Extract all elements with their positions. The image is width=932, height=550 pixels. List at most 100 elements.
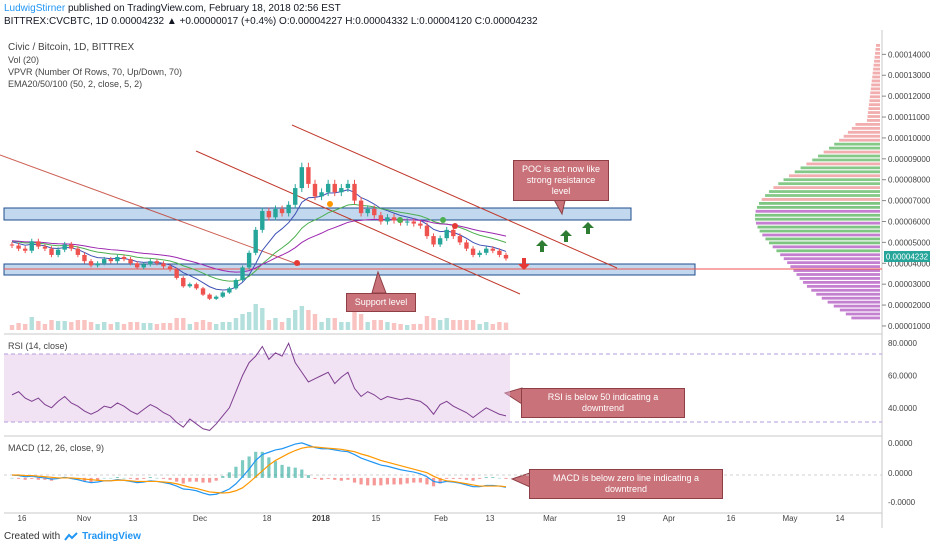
candle-body[interactable]	[345, 183, 351, 189]
poc-resistance-zone[interactable]	[3, 207, 632, 221]
candle-body[interactable]	[181, 277, 186, 287]
ema20-line[interactable]	[11, 189, 507, 291]
candle-body[interactable]	[108, 259, 113, 262]
candle-body[interactable]	[352, 183, 357, 201]
candle-body[interactable]	[286, 204, 291, 214]
ema-indicator-label[interactable]: EMA20/50/100 (50, 2, close, 5, 2)	[8, 79, 143, 89]
macd-line[interactable]	[11, 442, 507, 496]
candle-body[interactable]	[332, 183, 337, 193]
arrow-up-icon[interactable]	[536, 240, 548, 252]
channel-lower-line[interactable]	[195, 150, 521, 295]
candle-body[interactable]	[161, 263, 166, 267]
candle-body[interactable]	[134, 263, 140, 268]
arrow-down-icon[interactable]	[518, 258, 530, 270]
candle-body[interactable]	[306, 167, 311, 184]
macd-indicator-label[interactable]: MACD (12, 26, close, 9)	[8, 443, 105, 453]
candle-body[interactable]	[358, 200, 364, 214]
candle-body[interactable]	[246, 252, 252, 268]
ema100-line[interactable]	[11, 218, 507, 273]
candle-body[interactable]	[470, 248, 476, 255]
candle-body[interactable]	[62, 244, 67, 250]
time-axis[interactable]: 16 Nov 13 Dec 18 2018 15 Feb 13 Mar 19 Apr 16 May 14	[18, 514, 845, 523]
candle-body[interactable]	[385, 217, 390, 222]
candle-body[interactable]	[167, 266, 173, 270]
candle-body[interactable]	[29, 241, 34, 251]
candle-body[interactable]	[378, 215, 384, 222]
price-axis[interactable]: 0.00014000 0.00013000 0.00012000 0.00011000…	[882, 50, 931, 331]
ema50-line[interactable]	[11, 203, 507, 282]
vpvr-indicator-label[interactable]: VPVR (Number Of Rows, 70, Up/Down, 70)	[8, 67, 183, 77]
support-callout[interactable]: Support level	[346, 293, 416, 312]
candle-body[interactable]	[477, 252, 482, 255]
candle-body[interactable]	[141, 264, 146, 268]
rsi-indicator-label[interactable]: RSI (14, close)	[8, 341, 68, 351]
candle-body[interactable]	[325, 183, 331, 193]
candle-body[interactable]	[279, 208, 285, 214]
channel-upper-line[interactable]	[291, 124, 618, 269]
arrow-up-icon[interactable]	[582, 222, 594, 234]
candle-body[interactable]	[207, 294, 212, 299]
candle-body[interactable]	[55, 249, 61, 255]
candle-body[interactable]	[82, 254, 87, 262]
macd-callout[interactable]: MACD is below zero line indicating a dow…	[529, 469, 723, 499]
candle-body[interactable]	[372, 208, 377, 216]
rsi-axis[interactable]: 80.0000 60.0000 40.0000	[888, 339, 917, 413]
candle-body[interactable]	[22, 248, 28, 251]
candle-body[interactable]	[227, 288, 232, 293]
candle-body[interactable]	[187, 284, 193, 287]
candle-body[interactable]	[405, 221, 410, 223]
candle-body[interactable]	[299, 167, 305, 189]
candle-body[interactable]	[273, 208, 278, 218]
candle-body[interactable]	[16, 245, 21, 249]
candle-body[interactable]	[49, 248, 54, 255]
candle-body[interactable]	[497, 250, 502, 255]
candle-body[interactable]	[233, 279, 239, 289]
rsi-line[interactable]	[11, 341, 507, 431]
candle-body[interactable]	[42, 246, 48, 249]
candle-body[interactable]	[200, 288, 206, 295]
candle-body[interactable]	[484, 248, 489, 253]
candle-body[interactable]	[128, 259, 133, 264]
candle-body[interactable]	[174, 269, 179, 278]
author-link[interactable]: LudwigStirner	[4, 3, 66, 14]
macd-axis[interactable]: 0.0000 0.0000 -0.0000	[888, 439, 916, 507]
candle-body[interactable]	[260, 211, 265, 230]
candle-body[interactable]	[102, 259, 107, 264]
candle-body[interactable]	[424, 225, 430, 237]
candle-body[interactable]	[464, 242, 469, 249]
candle-body[interactable]	[36, 241, 41, 247]
candle-body[interactable]	[444, 229, 449, 239]
candle-body[interactable]	[194, 284, 199, 289]
candle-body[interactable]	[451, 229, 456, 237]
candle-body[interactable]	[75, 248, 81, 255]
candle-body[interactable]	[121, 257, 127, 260]
candle-body[interactable]	[503, 254, 509, 259]
candle-body[interactable]	[457, 236, 463, 243]
candle-body[interactable]	[418, 223, 423, 226]
candle-body[interactable]	[88, 261, 94, 266]
candle-body[interactable]	[213, 296, 219, 299]
candle-body[interactable]	[339, 188, 344, 193]
candle-body[interactable]	[148, 261, 153, 265]
arrow-up-icon[interactable]	[560, 230, 572, 242]
candle-body[interactable]	[431, 236, 436, 245]
candle-body[interactable]	[391, 217, 397, 221]
candle-body[interactable]	[312, 183, 318, 197]
candle-body[interactable]	[154, 261, 160, 264]
candle-body[interactable]	[437, 238, 443, 245]
candle-body[interactable]	[115, 257, 120, 262]
candle-body[interactable]	[293, 188, 298, 205]
vol-indicator-label[interactable]: Vol (20)	[8, 55, 40, 65]
candle-body[interactable]	[319, 192, 324, 197]
macd-signal-line[interactable]	[12, 446, 507, 494]
candle-body[interactable]	[266, 211, 272, 218]
rsi-callout[interactable]: RSI is below 50 indicating a downtrend	[521, 388, 685, 418]
candle-body[interactable]	[240, 267, 245, 280]
candle-body[interactable]	[365, 208, 370, 214]
candle-body[interactable]	[490, 248, 496, 251]
candle-body[interactable]	[411, 221, 416, 224]
candle-body[interactable]	[253, 229, 258, 253]
candle-body[interactable]	[69, 244, 74, 249]
candle-body[interactable]	[220, 292, 225, 297]
